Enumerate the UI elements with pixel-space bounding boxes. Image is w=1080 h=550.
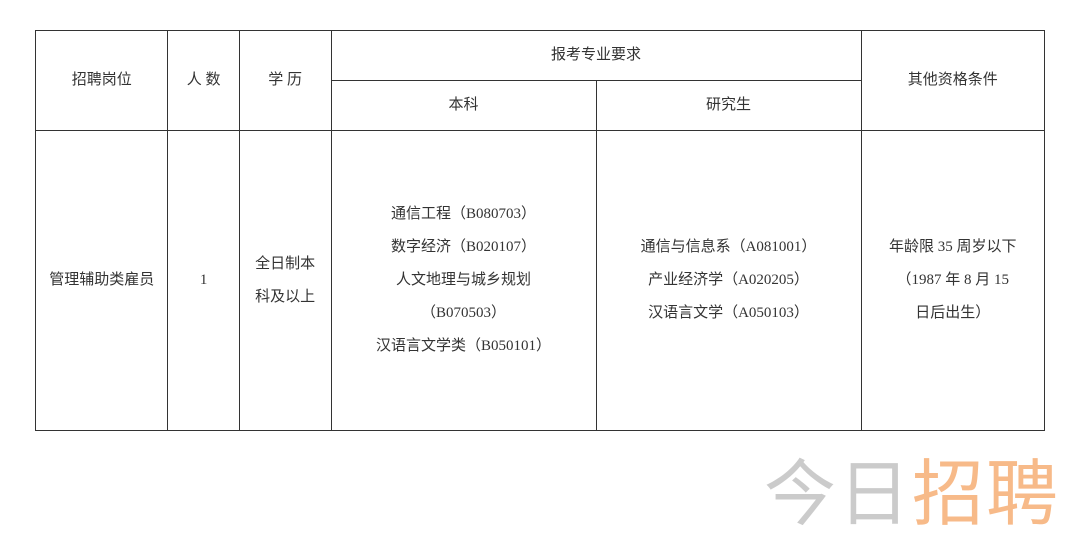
header-other: 其他资格条件 (861, 31, 1044, 131)
watermark-part1: 今日 (764, 455, 912, 535)
cell-education: 全日制本科及以上 (239, 131, 331, 431)
watermark: 今日招聘 (764, 435, 1060, 540)
cell-grad: 通信与信息系（A081001）产业经济学（A020205）汉语言文学（A0501… (596, 131, 861, 431)
header-major-requirement: 报考专业要求 (331, 31, 861, 81)
cell-count: 1 (168, 131, 239, 431)
header-undergrad: 本科 (331, 81, 596, 131)
table-header-row-1: 招聘岗位 人 数 学 历 报考专业要求 其他资格条件 (36, 31, 1045, 81)
watermark-part2: 招聘 (912, 455, 1060, 535)
recruitment-table: 招聘岗位 人 数 学 历 报考专业要求 其他资格条件 本科 研究生 管理辅助类雇… (35, 30, 1045, 431)
table-row: 管理辅助类雇员 1 全日制本科及以上 通信工程（B080703）数字经济（B02… (36, 131, 1045, 431)
cell-other: 年龄限 35 周岁以下（1987 年 8 月 15日后出生） (861, 131, 1044, 431)
cell-position: 管理辅助类雇员 (36, 131, 168, 431)
header-education: 学 历 (239, 31, 331, 131)
header-grad: 研究生 (596, 81, 861, 131)
cell-undergrad: 通信工程（B080703）数字经济（B020107）人文地理与城乡规划（B070… (331, 131, 596, 431)
header-position: 招聘岗位 (36, 31, 168, 131)
header-count: 人 数 (168, 31, 239, 131)
